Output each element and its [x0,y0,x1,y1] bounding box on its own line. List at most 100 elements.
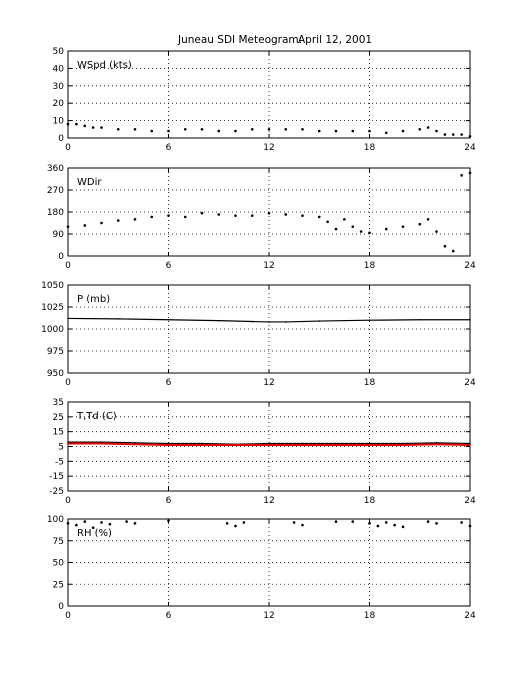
data-point [359,230,363,233]
data-point [376,524,380,528]
panel-3: 0 6 12 18 24 950 975 1000 1025 1050 P (mb) [41,281,476,388]
x-tick-label: 12 [263,496,274,506]
data-point [167,318,170,321]
data-point [402,442,404,445]
data-point [435,129,438,133]
data-point [469,442,471,445]
data-point [83,124,87,128]
panel-2: 0 6 12 18 24 0 90 180 270 360 WDir [47,164,476,271]
data-point [83,520,87,523]
data-point [100,126,103,129]
data-point [201,444,203,446]
data-point [284,321,287,323]
data-point [301,444,304,446]
panel-4: 0 6 12 18 24 -25 -15 -5 5 15 25 35 T,Td (C) [49,398,476,506]
data-point [100,441,103,443]
panel-label: RH (%) [77,528,112,539]
data-point [234,444,237,446]
x-tick-label: 18 [364,261,376,271]
data-point [335,442,337,445]
data-point [250,128,254,131]
y-tick-label: 50 [53,47,65,57]
x-tick-label: 12 [263,261,274,271]
data-point [451,249,455,253]
y-tick-label: 1000 [41,325,64,335]
y-tick-label: 975 [47,347,64,357]
data-point [133,218,137,221]
data-point [301,442,304,445]
y-tick-label: 30 [53,82,65,92]
x-tick-label: 0 [65,143,71,153]
data-point [435,443,438,446]
data-point [284,213,288,216]
data-point [268,442,270,445]
data-point [468,524,472,528]
data-point [133,128,137,131]
data-point [435,230,438,233]
data-point [468,171,472,175]
data-point [301,214,304,217]
data-point [167,519,170,523]
data-point [66,122,70,126]
data-point [292,521,296,524]
data-point [317,129,321,133]
y-tick-label: 10 [53,117,65,127]
data-point [234,524,237,528]
panel-label: WDir [77,177,102,188]
x-tick-label: 18 [364,143,376,153]
panel-label: WSpd (kts) [77,60,132,71]
y-tick-label: -5 [55,457,64,467]
data-point [251,320,254,323]
x-tick-label: 18 [364,496,376,506]
data-point [334,129,338,133]
y-tick-label: 90 [53,230,65,240]
data-point [66,522,70,525]
data-point [217,129,221,133]
y-tick-label: 35 [53,398,64,408]
data-point [234,214,237,217]
data-point [469,444,471,446]
data-point [167,444,170,446]
x-tick-label: 18 [364,378,376,388]
data-point [267,211,271,215]
x-tick-label: 0 [65,378,71,388]
data-point [435,441,438,444]
y-tick-label: 100 [47,515,64,525]
y-tick-label: 180 [47,208,64,218]
data-point [351,225,355,228]
figure-date-text: April 12, 2001 [298,34,372,46]
y-tick-label: 25 [53,413,64,423]
data-point [167,129,170,133]
data-point [108,522,112,526]
data-point [91,526,95,529]
x-tick-label: 12 [263,378,274,388]
data-point [117,318,120,320]
x-tick-label: 24 [464,261,476,271]
data-point [401,525,405,529]
data-point [317,215,321,219]
data-point [301,523,304,527]
x-tick-label: 6 [166,496,172,506]
data-point [343,218,346,221]
data-point [75,523,78,527]
data-point [334,227,338,231]
data-point [183,215,187,219]
data-point [100,221,103,225]
data-point [167,442,170,445]
data-point [318,320,321,322]
x-tick-label: 24 [464,378,476,388]
data-point [368,231,371,235]
data-point [368,442,371,445]
panel-5: 0 6 12 18 24 0 25 50 75 100 RH (%) [47,515,476,621]
data-point [384,521,388,524]
y-tick-label: 0 [58,134,64,144]
data-point [401,225,405,228]
x-tick-label: 24 [464,143,476,153]
data-point [326,220,329,224]
data-point [435,522,438,525]
x-tick-label: 0 [65,496,71,506]
figure-title: Juneau SDI Meteogram: April 12, 2001 [177,34,372,46]
y-tick-label: 25 [53,580,64,590]
y-tick-label: 75 [53,537,64,547]
